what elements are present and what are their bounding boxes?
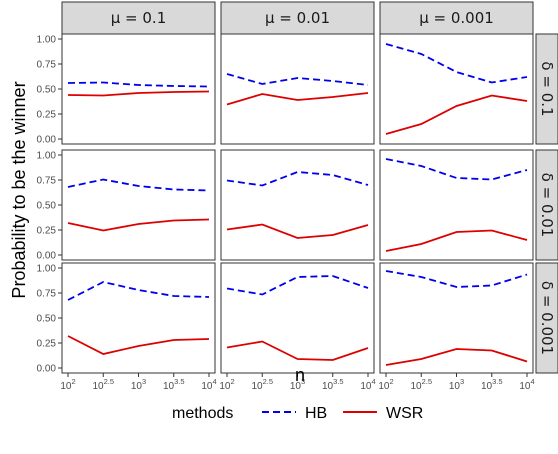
y-tick-label-r1-4: 1.00 (37, 151, 57, 162)
x-tick-label-c1-3: 103.5 (322, 377, 344, 392)
col-strip-label-1: μ = 0.01 (265, 9, 330, 27)
x-tick-label-c2-2: 103 (449, 377, 464, 392)
series-wsr-r1-c2 (385, 229, 528, 252)
series-wsr-r1-c1 (226, 223, 369, 239)
series-hb-r0-c1 (226, 73, 369, 86)
row-strip-label-1: δ = 0.01 (538, 173, 556, 238)
x-tick-label-c2-3: 103.5 (481, 377, 503, 392)
series-wsr-r1-c0 (67, 218, 210, 232)
y-tick-label-r0-0: 0.00 (37, 135, 57, 146)
x-tick-label-c1-1: 102.5 (251, 377, 273, 392)
x-tick-label-c0-4: 104 (201, 377, 216, 392)
row-strip-label-2: δ = 0.001 (538, 281, 556, 355)
y-tick-label-r0-1: 0.25 (37, 110, 57, 121)
x-tick-label-c0-3: 103.5 (163, 377, 185, 392)
x-tick-label-c1-4: 104 (360, 377, 375, 392)
x-tick-label-c2-1: 102.5 (410, 377, 432, 392)
row-strip-2 (535, 262, 558, 374)
legend-label-wsr: WSR (386, 405, 423, 422)
panel-r0-c2 (379, 33, 534, 145)
y-tick-label-r2-1: 0.25 (37, 339, 57, 350)
legend-label-hb: HB (305, 405, 327, 422)
y-tick-label-r2-4: 1.00 (37, 264, 57, 275)
series-hb-r0-c0 (67, 81, 210, 88)
y-tick-label-r0-2: 0.50 (37, 85, 57, 96)
x-tick-label-c2-4: 104 (519, 377, 534, 392)
panel-r0-c1 (220, 33, 375, 145)
y-tick-label-r1-1: 0.25 (37, 226, 57, 237)
series-wsr-r2-c2 (385, 348, 528, 366)
row-strip-0 (535, 33, 558, 145)
x-axis-title: n (295, 365, 305, 385)
series-hb-r2-c2 (385, 270, 528, 288)
series-wsr-r0-c0 (67, 90, 210, 97)
panel-r2-c0 (61, 262, 216, 374)
y-axis-title: Probability to be the winner (9, 81, 29, 298)
col-strip-1 (220, 1, 375, 35)
series-hb-r1-c2 (385, 158, 528, 181)
panel-r0-c0 (61, 33, 216, 145)
x-tick-label-c0-0: 102 (60, 377, 75, 392)
y-tick-label-r1-2: 0.50 (37, 201, 57, 212)
series-wsr-r2-c0 (67, 335, 210, 355)
series-wsr-r2-c1 (226, 340, 369, 361)
legend: methods HB WSR (172, 405, 423, 422)
series-hb-r2-c0 (67, 281, 210, 301)
y-tick-label-r2-3: 0.75 (37, 289, 57, 300)
col-strip-label-2: μ = 0.001 (419, 9, 494, 27)
panel-r1-c2 (379, 149, 534, 261)
series-wsr-r0-c2 (385, 94, 528, 135)
x-tick-label-c2-0: 102 (378, 377, 393, 392)
col-strip-0 (61, 1, 216, 35)
x-tick-label-c0-1: 102.5 (92, 377, 114, 392)
panels-layer (61, 33, 534, 374)
y-tick-label-r2-2: 0.50 (37, 314, 57, 325)
col-strip-2 (379, 1, 534, 35)
series-hb-r1-c0 (67, 178, 210, 192)
y-tick-label-r2-0: 0.00 (37, 364, 57, 375)
panel-r2-c1 (220, 262, 375, 374)
legend-title: methods (172, 405, 233, 422)
col-strip-label-0: μ = 0.1 (111, 9, 167, 27)
series-hb-r2-c1 (226, 275, 369, 296)
x-tick-label-c0-2: 103 (131, 377, 146, 392)
panel-r1-c1 (220, 149, 375, 261)
series-hb-r0-c2 (385, 43, 528, 84)
panel-r1-c0 (61, 149, 216, 261)
row-strip-label-0: δ = 0.1 (538, 61, 556, 116)
row-strip-1 (535, 149, 558, 261)
series-hb-r1-c1 (226, 171, 369, 187)
y-tick-label-r0-3: 0.75 (37, 60, 57, 71)
x-tick-label-c1-0: 102 (219, 377, 234, 392)
series-wsr-r0-c1 (226, 92, 369, 106)
y-tick-label-r0-4: 1.00 (37, 35, 57, 46)
y-tick-label-r1-0: 0.00 (37, 251, 57, 262)
strips-layer: μ = 0.1 μ = 0.01 μ = 0.001 δ = 0.1 δ = 0.01 δ… (61, 1, 558, 374)
y-tick-label-r1-3: 0.75 (37, 176, 57, 187)
